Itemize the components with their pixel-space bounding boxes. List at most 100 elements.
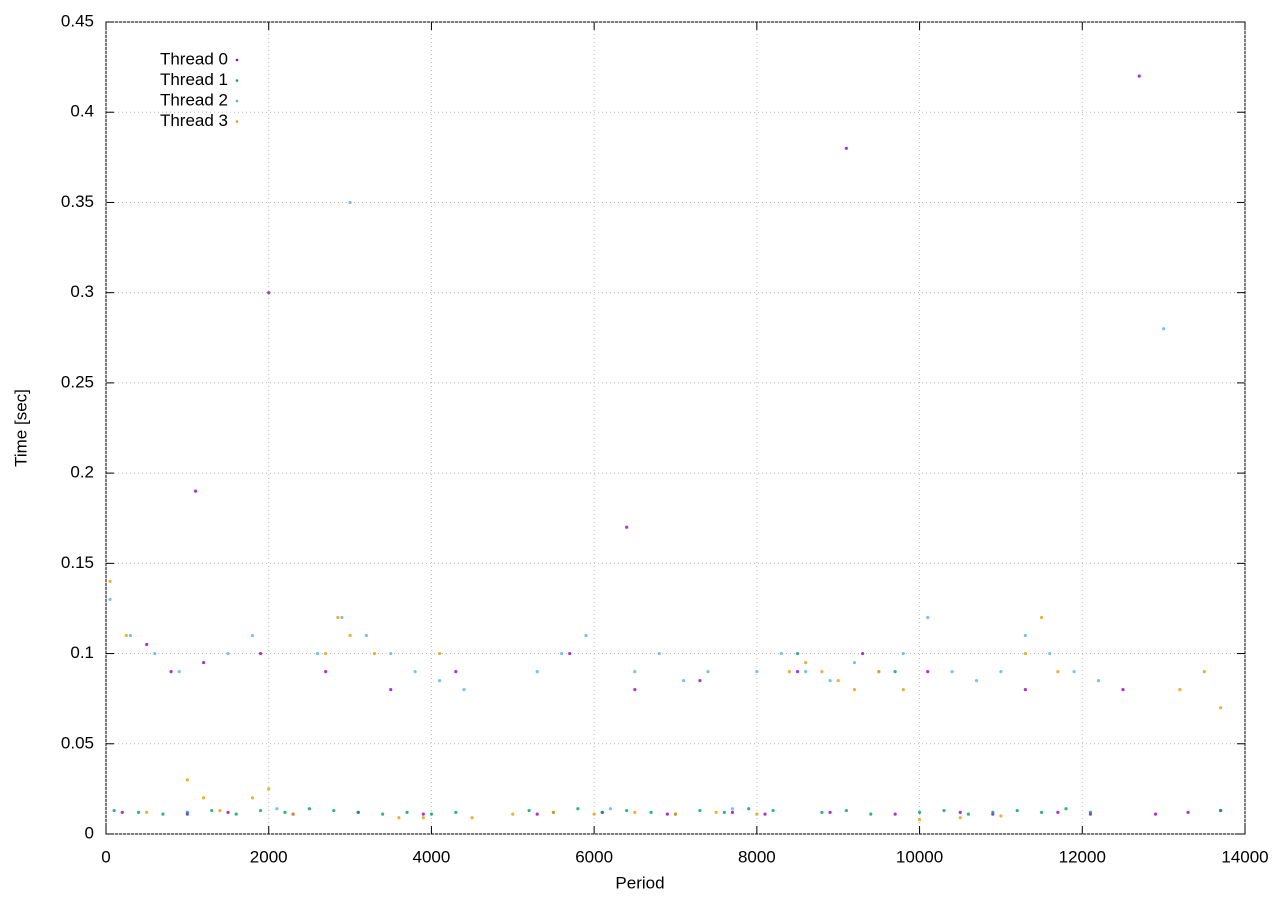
y-tick-label: 0.15	[61, 553, 94, 572]
data-point	[454, 670, 458, 674]
data-point	[405, 810, 409, 814]
data-point	[185, 778, 189, 782]
data-point	[145, 642, 149, 647]
data-point	[755, 670, 759, 674]
data-point	[755, 812, 759, 816]
data-point	[527, 808, 531, 813]
data-point	[185, 810, 189, 814]
data-point	[1121, 688, 1125, 692]
y-tick-label: 0.05	[61, 733, 94, 752]
data-point	[698, 808, 702, 813]
data-point	[535, 812, 539, 816]
data-point	[1040, 615, 1044, 620]
data-point	[633, 688, 637, 692]
y-tick-label: 0.25	[61, 372, 94, 391]
data-point	[336, 615, 340, 620]
data-point	[1023, 651, 1027, 656]
data-point	[258, 651, 263, 656]
y-tick-label: 0.35	[61, 192, 94, 211]
data-point	[600, 810, 604, 814]
data-point	[250, 796, 255, 800]
data-point	[1186, 810, 1190, 814]
data-point	[844, 146, 848, 150]
data-point	[283, 810, 287, 814]
data-point	[1015, 808, 1019, 813]
data-point	[535, 670, 539, 674]
x-tick-label: 0	[101, 847, 110, 866]
data-point	[917, 817, 922, 822]
data-point	[128, 633, 133, 638]
data-point	[136, 810, 141, 814]
data-point	[1040, 810, 1044, 814]
data-point	[364, 633, 368, 638]
data-point	[795, 651, 800, 656]
data-point	[665, 812, 669, 816]
data-point	[730, 810, 735, 814]
data-point	[917, 810, 922, 814]
y-tick-label: 0	[85, 823, 94, 842]
x-tick-label: 8000	[738, 847, 776, 866]
data-point	[625, 525, 629, 529]
data-point	[218, 808, 222, 813]
data-point	[429, 812, 434, 816]
data-point	[828, 679, 832, 683]
data-point	[747, 807, 751, 811]
data-point	[267, 291, 271, 295]
data-point	[991, 810, 995, 814]
data-point	[804, 670, 808, 674]
data-point	[722, 810, 726, 814]
data-point	[820, 670, 824, 674]
data-point	[682, 679, 686, 683]
data-point	[633, 810, 637, 814]
x-tick-label: 12000	[1059, 847, 1106, 866]
data-point	[454, 810, 458, 814]
data-point	[275, 807, 279, 811]
data-point	[730, 807, 735, 811]
data-point	[315, 651, 320, 656]
legend-label: Thread 1	[160, 70, 228, 89]
data-point	[1023, 688, 1027, 692]
data-point	[348, 633, 352, 638]
x-axis-label: Period	[615, 873, 664, 892]
data-point	[861, 651, 865, 656]
data-point	[852, 660, 857, 665]
data-point	[324, 670, 328, 674]
y-tick-label: 0.45	[61, 11, 94, 30]
data-point	[1178, 688, 1182, 692]
data-point	[145, 810, 149, 814]
data-point	[1064, 807, 1068, 811]
data-point	[291, 812, 295, 816]
data-point	[421, 816, 425, 820]
y-tick-label: 0.1	[70, 643, 94, 662]
x-tick-label: 4000	[413, 847, 451, 866]
data-point	[657, 651, 661, 656]
data-point	[568, 651, 572, 656]
data-point	[210, 808, 214, 813]
data-point	[649, 810, 653, 814]
data-point	[340, 615, 344, 620]
data-point	[389, 651, 393, 656]
y-tick-label: 0.3	[70, 282, 94, 301]
data-point	[560, 651, 564, 656]
data-point	[633, 670, 637, 674]
data-point	[307, 807, 311, 811]
data-point	[1048, 651, 1052, 656]
legend-marker	[235, 79, 239, 82]
x-tick-label: 2000	[250, 847, 288, 866]
data-point	[836, 679, 840, 683]
legend-marker	[235, 58, 239, 62]
data-point	[1137, 74, 1141, 78]
data-point	[771, 808, 775, 813]
data-point	[1023, 633, 1027, 638]
data-point	[226, 810, 230, 814]
data-point	[1162, 327, 1166, 331]
data-point	[608, 807, 613, 811]
data-point	[108, 597, 112, 602]
data-point	[926, 615, 930, 620]
data-point	[169, 670, 173, 674]
data-point	[177, 670, 181, 674]
data-point	[999, 670, 1003, 674]
data-point	[852, 688, 857, 692]
data-point	[592, 812, 596, 816]
